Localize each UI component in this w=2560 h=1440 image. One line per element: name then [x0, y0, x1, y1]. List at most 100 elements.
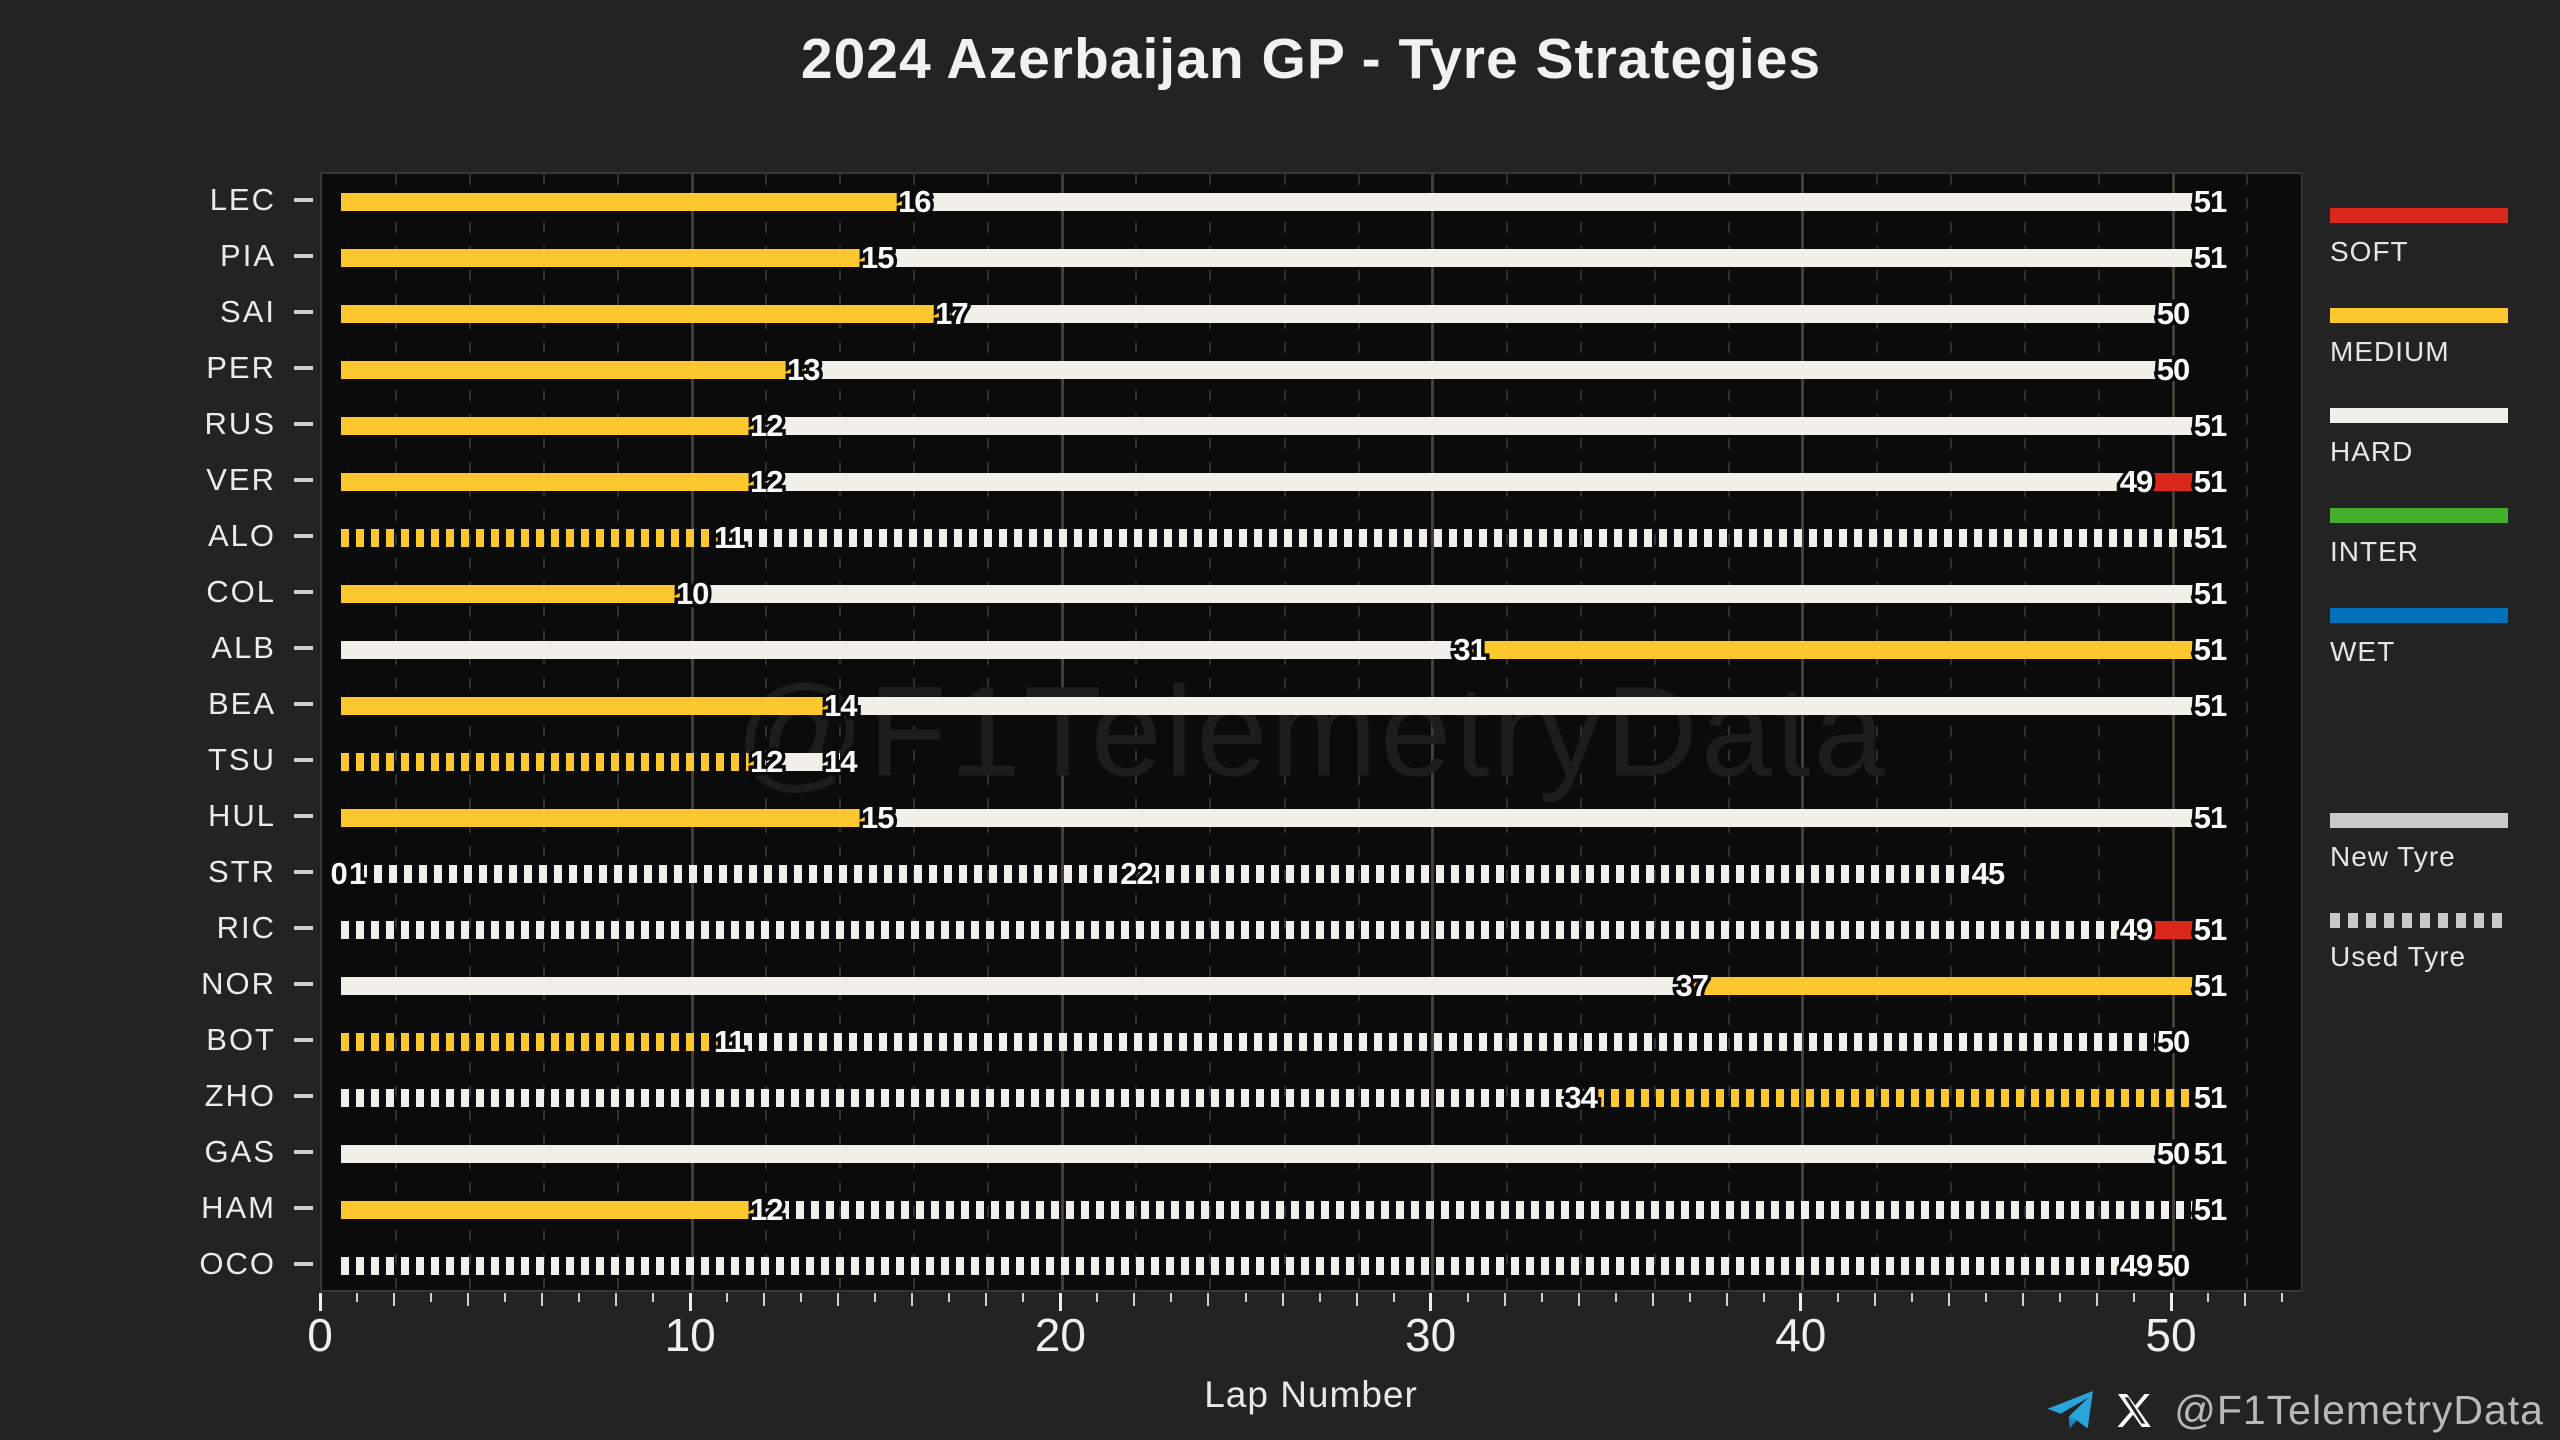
- stint-bar: [914, 193, 2210, 211]
- stint-bar: [692, 585, 2210, 603]
- stint-end-label: 51: [2190, 405, 2231, 447]
- x-tick-minor: [1318, 1293, 1321, 1302]
- x-tick-minor: [1910, 1293, 1913, 1302]
- x-tick-label: 10: [664, 1309, 716, 1361]
- gridline-major: [1801, 174, 1805, 1290]
- x-tick-minor: [1096, 1293, 1099, 1302]
- x-tick-minor: [467, 1293, 470, 1306]
- y-tick: [294, 1262, 313, 1266]
- x-tick-label: 30: [1405, 1309, 1457, 1361]
- x-tick-major: [318, 1293, 322, 1311]
- stint-end-label: 51: [2190, 797, 2231, 839]
- y-tick: [294, 1094, 313, 1098]
- legend-item-compound: SOFT: [2330, 208, 2560, 308]
- stint-bar: [840, 697, 2210, 715]
- gridline-minor: [987, 174, 990, 1290]
- plot-area: @F1TelemetryData 16 51 15 51 17 50 13 50 12 51 12 4…: [320, 172, 2303, 1292]
- gridline-minor: [1135, 174, 1138, 1290]
- gridline-major: [1060, 174, 1064, 1290]
- stint-bar: [2135, 921, 2210, 939]
- stint-end-label: 50: [2153, 1133, 2194, 1175]
- legend-swatch: [2330, 308, 2508, 323]
- gridline-minor: [1949, 174, 1952, 1290]
- x-tick-minor: [1577, 1293, 1580, 1306]
- stint-end-label: 13: [783, 349, 824, 391]
- stint-end-label: 11: [710, 517, 749, 559]
- stint-bar: [340, 1033, 730, 1051]
- x-tick-minor: [911, 1293, 914, 1306]
- x-tick-minor: [1466, 1293, 1469, 1302]
- x-tick-minor: [837, 1293, 840, 1306]
- x-tick-minor: [1614, 1293, 1617, 1302]
- legend-item-compound: HARD: [2330, 408, 2560, 508]
- y-tick: [294, 1206, 313, 1210]
- stint-end-label: 51: [2190, 517, 2231, 559]
- y-tick: [294, 758, 313, 762]
- gridline-minor: [543, 174, 546, 1290]
- stint-bar: [1580, 1089, 2210, 1107]
- gridline-major: [1431, 174, 1435, 1290]
- footer-credit: @F1TelemetryData: [2046, 1387, 2544, 1434]
- x-tick-label: 50: [2145, 1309, 2197, 1361]
- x-tick-minor: [1651, 1293, 1654, 1306]
- stint-end-label: 12: [746, 405, 787, 447]
- y-tick: [294, 478, 313, 482]
- x-tick-minor: [2132, 1293, 2135, 1302]
- x-tick-minor: [1762, 1293, 1765, 1302]
- y-tick: [294, 1038, 313, 1042]
- stint-bar: [951, 305, 2173, 323]
- y-tick: [294, 814, 313, 818]
- x-tick-minor: [1725, 1293, 1728, 1306]
- stint-bar: [341, 977, 1692, 995]
- legend-item-compound: WET: [2330, 608, 2560, 708]
- driver-label: RIC: [216, 910, 276, 945]
- driver-label: BEA: [207, 686, 276, 721]
- y-tick: [294, 422, 313, 426]
- telegram-icon: [2047, 1390, 2094, 1428]
- gridline-minor: [1875, 174, 1878, 1290]
- stint-end-label: 51: [2190, 461, 2231, 503]
- gridline-minor: [395, 174, 398, 1290]
- driver-label: ALO: [207, 518, 276, 553]
- x-tick-minor: [1836, 1293, 1839, 1302]
- stint-end-label: 15: [858, 237, 899, 279]
- stint-end-label: 51: [2190, 237, 2231, 279]
- x-tick-minor: [2207, 1293, 2210, 1302]
- stint-bar: [340, 1257, 2136, 1275]
- stint-bar: [729, 1033, 2173, 1051]
- y-tick: [294, 534, 313, 538]
- stint-bar: [1136, 865, 1988, 883]
- stint-end-label: 14: [820, 685, 861, 727]
- x-tick-minor: [393, 1293, 396, 1306]
- driver-label: TSU: [208, 742, 276, 777]
- x-tick-minor: [948, 1293, 951, 1302]
- stint-end-label: 14: [820, 741, 861, 783]
- driver-label: RUS: [204, 406, 276, 441]
- stint-bar: [1691, 977, 2210, 995]
- x-tick-minor: [800, 1293, 803, 1302]
- x-logo-icon: [2117, 1393, 2152, 1427]
- y-tick: [294, 590, 313, 594]
- x-tick-minor: [726, 1293, 729, 1302]
- y-tick: [294, 254, 313, 258]
- stint-end-label: 15: [858, 797, 899, 839]
- stint-end-label: 34: [1561, 1077, 1602, 1119]
- stint-bar: [341, 641, 1470, 659]
- driver-label: ZHO: [204, 1078, 276, 1113]
- stint-end-label: 31: [1450, 629, 1491, 671]
- driver-label: PIA: [220, 238, 276, 273]
- driver-label: OCO: [199, 1246, 276, 1281]
- driver-label: COL: [206, 574, 276, 609]
- gridline-minor: [1579, 174, 1582, 1290]
- legend-item-usage: New Tyre: [2330, 813, 2560, 913]
- y-tick: [294, 310, 313, 314]
- gridline-minor: [1505, 174, 1508, 1290]
- stint-end-label: 50: [2153, 1021, 2194, 1063]
- stint-bar: [341, 249, 878, 267]
- x-tick-minor: [1022, 1293, 1025, 1302]
- stint-end-label: 51: [2190, 1189, 2231, 1231]
- x-tick-minor: [1281, 1293, 1284, 1306]
- x-tick-major: [1058, 1293, 1062, 1311]
- legend-compounds: SOFT MEDIUM HARD INTER WET: [2330, 208, 2560, 708]
- legend-tyre-usage: New Tyre Used Tyre: [2330, 813, 2560, 1013]
